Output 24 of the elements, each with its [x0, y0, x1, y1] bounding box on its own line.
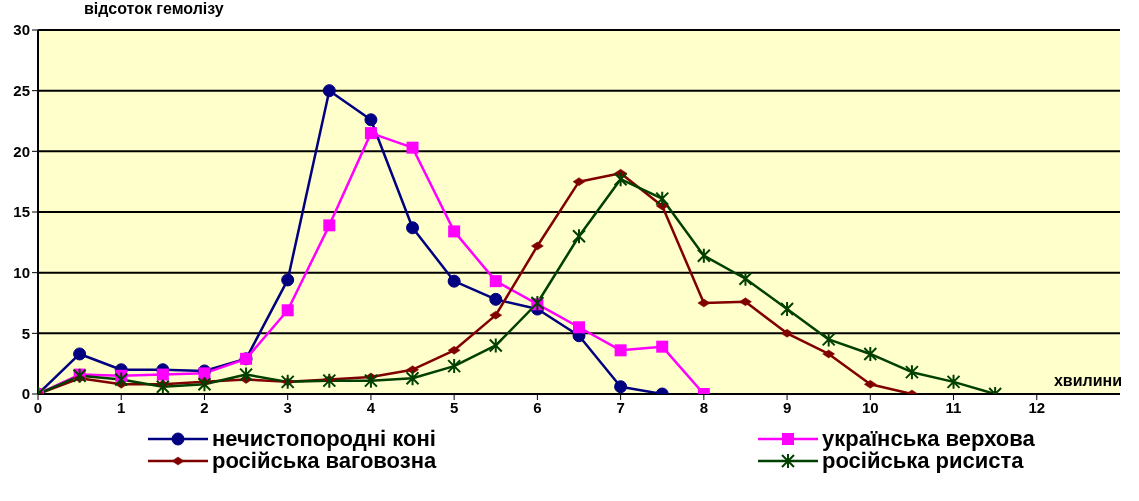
x-tick-label: 12 — [1028, 398, 1046, 416]
x-tick-label: 2 — [200, 398, 209, 416]
x-tick-label: 5 — [449, 398, 459, 416]
x-tick-label: 3 — [283, 398, 292, 416]
y-tick-label: 25 — [13, 81, 30, 99]
y-tick-label: 30 — [13, 21, 30, 39]
y-tick-label: 15 — [13, 203, 30, 221]
x-tick-label: 1 — [117, 398, 126, 416]
x-tick-label: 4 — [366, 398, 376, 416]
y-tick-label: 10 — [13, 263, 30, 281]
x-axis-title: хвилини — [1053, 372, 1122, 390]
legend-label: нечистопородні коні — [212, 426, 436, 451]
y-tick-label: 0 — [21, 385, 30, 403]
y-axis-title: відсоток гемолізу — [84, 0, 224, 18]
x-tick-label: 8 — [699, 398, 709, 416]
x-tick-label: 6 — [533, 398, 542, 416]
x-tick-label: 7 — [616, 398, 625, 416]
legend-label: українська верхова — [822, 426, 1035, 451]
y-tick-label: 20 — [13, 142, 30, 160]
y-tick-label: 5 — [21, 324, 30, 342]
x-tick-label: 0 — [33, 398, 43, 416]
x-tick-label: 11 — [945, 398, 962, 416]
x-tick-label: 10 — [861, 398, 879, 416]
x-tick-label: 9 — [782, 398, 792, 416]
